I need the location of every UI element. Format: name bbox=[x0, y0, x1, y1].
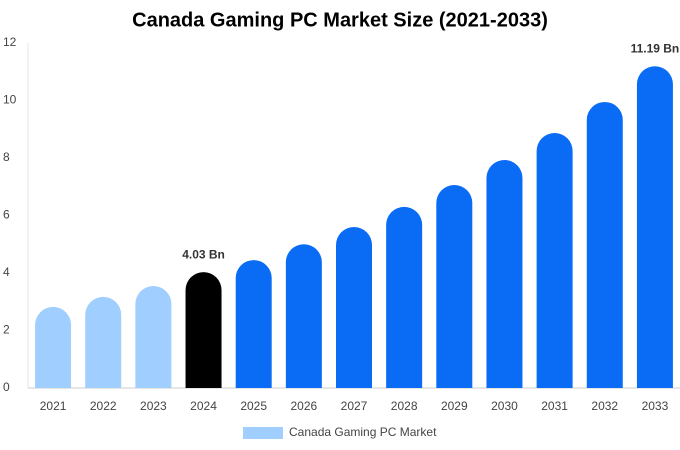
bar bbox=[436, 185, 473, 388]
y-tick-label: 2 bbox=[3, 323, 10, 337]
x-tick-label: 2023 bbox=[140, 399, 167, 413]
legend-swatch bbox=[243, 427, 283, 439]
bar bbox=[35, 306, 72, 388]
legend-label: Canada Gaming PC Market bbox=[289, 425, 437, 439]
x-tick-label: 2029 bbox=[441, 399, 468, 413]
y-tick-label: 0 bbox=[3, 380, 10, 394]
x-tick-label: 2032 bbox=[591, 399, 618, 413]
bar bbox=[636, 66, 673, 388]
value-label: 4.03 Bn bbox=[182, 247, 225, 261]
y-tick-label: 6 bbox=[3, 208, 10, 222]
x-tick-label: 2022 bbox=[90, 399, 117, 413]
x-tick-label: 2027 bbox=[341, 399, 368, 413]
bar bbox=[486, 160, 523, 388]
bar bbox=[336, 227, 372, 388]
x-tick-label: 2030 bbox=[491, 399, 518, 413]
x-tick-label: 2025 bbox=[240, 399, 267, 413]
x-tick-label: 2026 bbox=[290, 399, 317, 413]
x-tick-label: 2028 bbox=[391, 399, 418, 413]
y-tick-label: 4 bbox=[3, 265, 10, 279]
bar bbox=[386, 206, 423, 388]
x-tick-label: 2024 bbox=[190, 399, 217, 413]
chart-title: Canada Gaming PC Market Size (2021-2033) bbox=[132, 9, 548, 31]
y-tick-label: 12 bbox=[3, 35, 17, 49]
y-tick-label: 10 bbox=[3, 93, 17, 107]
bar bbox=[586, 101, 623, 388]
x-tick-label: 2033 bbox=[642, 399, 669, 413]
bar bbox=[85, 296, 122, 388]
value-label: 11.19 Bn bbox=[631, 41, 680, 55]
bar bbox=[185, 272, 222, 388]
x-tick-label: 2021 bbox=[40, 399, 67, 413]
bar bbox=[235, 260, 272, 388]
y-tick-label: 8 bbox=[3, 150, 10, 164]
bar bbox=[285, 244, 322, 388]
bar bbox=[536, 132, 573, 388]
bar bbox=[135, 285, 172, 388]
x-tick-label: 2031 bbox=[541, 399, 568, 413]
